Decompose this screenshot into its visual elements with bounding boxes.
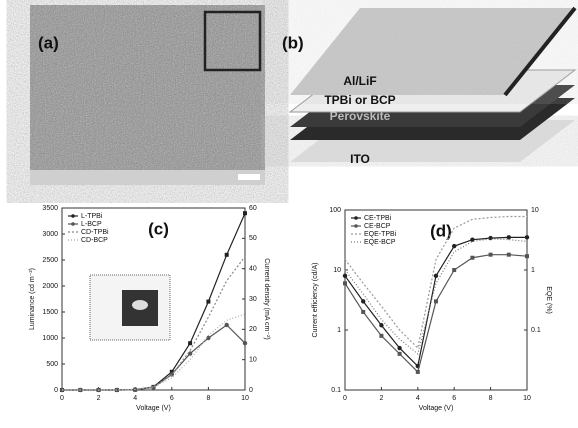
panel-label: (a) (38, 33, 59, 52)
x-tick-label: 4 (416, 395, 420, 402)
data-point (243, 341, 247, 345)
x-tick-label: 0 (60, 395, 64, 402)
y-tick-label: 1 (337, 327, 341, 334)
y-axis-label: Luminance (cd m⁻²) (29, 268, 36, 330)
data-point (379, 323, 383, 327)
y-tick-label: 10 (333, 267, 341, 274)
layer-label: ITO (350, 152, 370, 166)
panel-label: (c) (148, 219, 169, 238)
legend-label: L-TPBi (81, 213, 103, 220)
x-tick-label: 8 (206, 395, 210, 402)
data-point (398, 352, 402, 356)
layer-label: Al/LiF (343, 74, 376, 88)
y-tick-label: 500 (46, 361, 58, 368)
x-axis-label: Voltage (V) (419, 405, 454, 412)
legend-marker (354, 224, 358, 228)
legend-label: CD-TPBi (81, 229, 109, 236)
y-tick-label: 0 (54, 387, 58, 394)
y2-tick-label: 0.1 (531, 327, 541, 334)
y-tick-label: 3500 (42, 205, 58, 212)
data-point (225, 323, 229, 327)
x-axis-label: Voltage (V) (136, 405, 171, 412)
legend-marker (71, 214, 75, 218)
x-tick-label: 6 (452, 395, 456, 402)
layer-label: Perovskite (330, 109, 391, 123)
data-point (434, 299, 438, 303)
y2-tick-label: 10 (249, 357, 257, 364)
y-axis-label: Current efficiency (cd/A) (312, 263, 319, 338)
data-point (452, 268, 456, 272)
x-tick-label: 10 (241, 395, 249, 402)
data-point (379, 334, 383, 338)
y2-tick-label: 10 (531, 207, 539, 214)
data-point (361, 310, 365, 314)
x-tick-label: 4 (133, 395, 137, 402)
data-point (225, 253, 229, 257)
legend-marker (71, 222, 75, 226)
panel-label: (b) (282, 33, 304, 52)
x-tick-label: 8 (489, 395, 493, 402)
data-point (206, 300, 210, 304)
y-tick-label: 0.1 (331, 387, 341, 394)
data-point (188, 341, 192, 345)
data-point (452, 244, 456, 248)
legend-label: CE-BCP (364, 223, 391, 230)
y-tick-label: 3000 (42, 231, 58, 238)
series-line (345, 239, 527, 354)
legend-label: L-BCP (81, 221, 102, 228)
x-tick-label: 2 (97, 395, 101, 402)
y2-axis-label: EQE (%) (545, 286, 552, 314)
x-tick-label: 0 (343, 395, 347, 402)
legend-label: CD-BCP (81, 237, 108, 244)
y2-tick-label: 40 (249, 266, 257, 273)
y-tick-label: 1500 (42, 309, 58, 316)
data-point (434, 274, 438, 278)
data-point (361, 299, 365, 303)
data-point (470, 256, 474, 260)
data-point (489, 253, 493, 257)
data-point (343, 274, 347, 278)
legend-label: EQE-TPBi (364, 231, 397, 238)
inset-glow (132, 300, 148, 310)
sem-image (30, 5, 265, 185)
y2-axis-label: Current density (mA cm⁻²) (263, 258, 270, 340)
y2-tick-label: 30 (249, 296, 257, 303)
data-point (416, 370, 420, 374)
y-tick-label: 2500 (42, 257, 58, 264)
legend-marker (354, 216, 358, 220)
data-point (397, 346, 401, 350)
y-tick-label: 2000 (42, 283, 58, 290)
data-point (507, 253, 511, 257)
data-point (525, 235, 529, 239)
y2-tick-label: 1 (531, 267, 535, 274)
data-point (343, 281, 347, 285)
data-point (243, 211, 247, 215)
y2-tick-label: 20 (249, 326, 257, 333)
figure: (a) (b) Al/LiF TPBi or BCP Perovskite IT… (0, 0, 578, 428)
legend-label: CE-TPBi (364, 215, 392, 222)
x-tick-label: 6 (170, 395, 174, 402)
y-tick-label: 1000 (42, 335, 58, 342)
y2-tick-label: 0 (249, 387, 253, 394)
x-tick-label: 2 (379, 395, 383, 402)
legend-label: EQE-BCP (364, 239, 396, 246)
y2-tick-label: 60 (249, 205, 257, 212)
y-tick-label: 100 (329, 207, 341, 214)
panel-label: (d) (430, 221, 452, 240)
x-tick-label: 10 (523, 395, 531, 402)
data-point (525, 254, 529, 258)
y2-tick-label: 50 (249, 235, 257, 242)
data-point (507, 235, 511, 239)
device-stack (290, 8, 575, 162)
layer-label: TPBi or BCP (324, 93, 395, 107)
